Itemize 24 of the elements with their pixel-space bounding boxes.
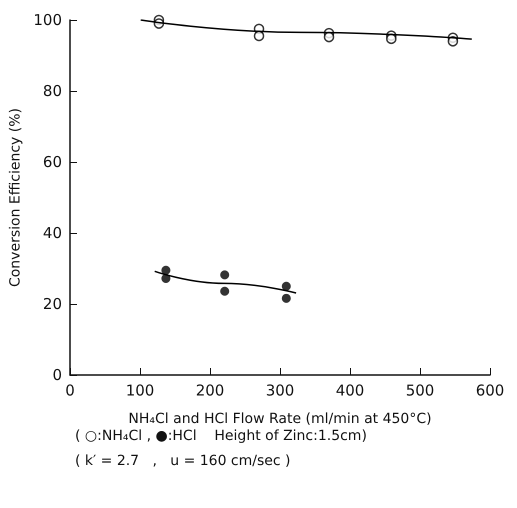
y-axis-title: Conversion Efficiency (%) [7, 108, 24, 288]
point [220, 286, 230, 296]
y-tick-label: 80 [42, 82, 62, 100]
y-tick-label: 0 [52, 366, 62, 384]
x-tick-label: 300 [266, 382, 294, 400]
text: ( ○:NH₄Cl , ●:HCl Height of Zinc:1.5cm) [74, 428, 368, 444]
point [254, 30, 264, 42]
x-tick-label: 100 [126, 382, 154, 400]
point [220, 270, 230, 280]
y-tick-label: 60 [42, 153, 62, 171]
x-tick-label: 500 [406, 382, 434, 400]
x-axis-title: NH₄Cl and HCl Flow Rate (ml/min at 450°C) [128, 411, 432, 427]
point [282, 294, 291, 303]
x-tick-label: 400 [336, 382, 364, 400]
point [161, 266, 170, 275]
y-tick-label: 100 [33, 11, 62, 29]
point [282, 282, 291, 291]
y-tick-label: 40 [42, 224, 62, 242]
x-tick-label: 600 [476, 382, 504, 400]
y-tick-label: 20 [42, 295, 62, 313]
point [386, 34, 397, 44]
x-tick-label: 0 [65, 382, 75, 400]
x-tick-label: 200 [196, 382, 224, 400]
text: ( k′ = 2.7 , u = 160 cm/sec ) [74, 453, 292, 469]
